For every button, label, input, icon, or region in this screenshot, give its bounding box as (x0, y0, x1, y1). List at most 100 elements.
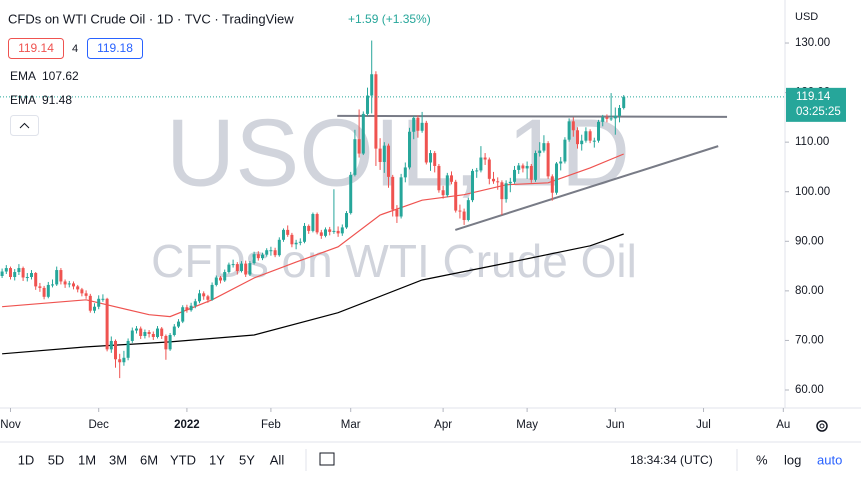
range-button[interactable]: 5D (48, 452, 65, 467)
candle-body (408, 131, 412, 168)
candle-body (202, 293, 206, 297)
candle-body (454, 181, 458, 211)
candle-body (206, 296, 210, 300)
candle-body (9, 268, 13, 277)
ask-box[interactable] (87, 38, 143, 59)
y-tick-label: 110.00 (795, 136, 829, 148)
candle-body (349, 174, 353, 214)
candle-body (13, 272, 17, 277)
x-tick-label: Dec (88, 419, 109, 431)
candle-body (429, 153, 433, 163)
candle-body (361, 113, 365, 154)
candle-body (244, 263, 248, 275)
candle-body (584, 131, 588, 141)
candle-body (492, 178, 496, 182)
x-tick-label: Mar (341, 419, 361, 431)
trend-line[interactable] (337, 114, 728, 118)
gear[interactable] (816, 420, 828, 432)
candle-body (193, 301, 197, 306)
candle-body (441, 190, 445, 196)
bid-box[interactable] (8, 38, 64, 59)
candle-body (248, 263, 252, 275)
settings-icon[interactable] (816, 420, 828, 432)
candle-body (164, 335, 168, 350)
candle-body (223, 272, 227, 281)
candle-body (214, 277, 218, 285)
candle-body (46, 284, 50, 297)
candle-body (534, 153, 538, 180)
date-range-icon[interactable] (319, 452, 335, 466)
candle-body (395, 209, 399, 217)
candle-body (370, 74, 374, 96)
range-button[interactable]: 1Y (209, 452, 225, 467)
collapse-legend-button[interactable] (10, 115, 39, 136)
candle-body (151, 333, 155, 337)
candle-body (546, 143, 550, 177)
candle-body (227, 264, 231, 273)
candle-body (101, 298, 105, 300)
currency[interactable]: USD (795, 11, 818, 23)
candle-body (529, 165, 533, 180)
candle-body (235, 264, 239, 272)
y-tick-label: 90.00 (795, 235, 824, 247)
candle-body (198, 293, 202, 302)
watermark-description: CFDs on WTI Crude Oil (151, 235, 637, 287)
ask-price[interactable]: 119.18 (97, 41, 133, 55)
range-button[interactable]: 1D (18, 452, 35, 467)
candle-body (450, 175, 454, 182)
clock[interactable]: 18:34:34 (UTC) (630, 453, 713, 467)
candle-body (282, 229, 286, 240)
candle-body (4, 268, 8, 272)
candle-body (240, 263, 244, 272)
candle-body (487, 159, 491, 179)
candle-body (601, 117, 605, 122)
candle-body (181, 307, 185, 322)
x-tick-label: Apr (434, 419, 452, 431)
candle-body (261, 254, 265, 259)
y-tick-label: 60.00 (795, 384, 824, 396)
candle-body (391, 176, 395, 210)
candle-body (475, 170, 479, 172)
candle-body (496, 181, 500, 183)
candle-body (357, 139, 361, 154)
log-toggle[interactable]: log (784, 452, 801, 467)
candle-body (340, 227, 344, 234)
candle-body (122, 357, 126, 363)
x-tick-label: May (516, 419, 538, 431)
candle-body (160, 328, 164, 336)
percent-toggle[interactable]: % (756, 452, 768, 467)
range-button[interactable]: 6M (140, 452, 158, 467)
range-button[interactable]: 1M (78, 452, 96, 467)
candle-body (328, 229, 332, 232)
candle-body (286, 229, 290, 235)
range-button[interactable]: 3M (109, 452, 127, 467)
trend-line[interactable] (454, 145, 719, 231)
candle-body (273, 250, 277, 256)
auto-toggle[interactable]: auto (817, 452, 842, 467)
range-button[interactable]: YTD (170, 452, 196, 467)
candle-body (231, 264, 235, 266)
candle-body (59, 270, 63, 282)
y-tick-label: 70.00 (795, 334, 824, 346)
range-button[interactable]: All (270, 452, 285, 467)
bid-price[interactable]: 119.14 (18, 41, 54, 55)
candle-body (588, 131, 592, 141)
y-tick-label: 100.00 (795, 186, 830, 198)
x-tick-label: Jul (696, 419, 711, 431)
legend-value: 91.48 (42, 93, 72, 107)
candle-body (265, 250, 269, 255)
candle-body (618, 107, 622, 116)
range-button[interactable]: 5Y (239, 452, 255, 467)
gear-hub[interactable] (819, 423, 825, 429)
candle-body (97, 298, 101, 307)
candle-body (500, 182, 504, 200)
candle-body (458, 210, 462, 212)
candle-body (177, 321, 181, 327)
candle-body (613, 115, 617, 119)
candle-body (571, 121, 575, 131)
candle-body (42, 287, 46, 297)
collapse-icon (19, 122, 30, 129)
candle-body (114, 340, 118, 360)
